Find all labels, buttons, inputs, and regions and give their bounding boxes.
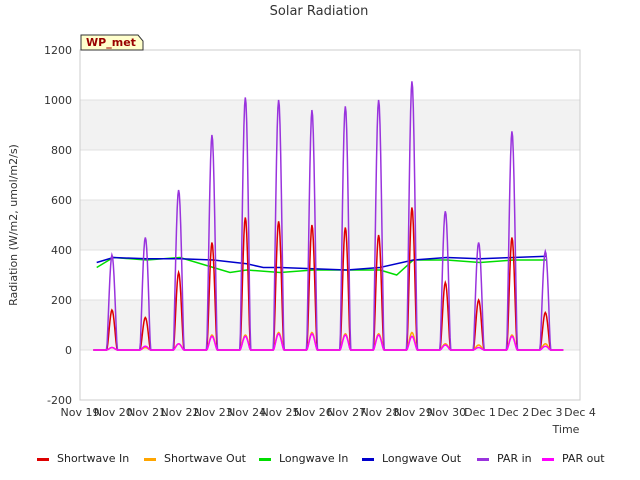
plot-background-bands <box>80 50 580 400</box>
legend-label: Shortwave Out <box>164 452 246 465</box>
x-tick-label: Nov 26 <box>294 406 333 419</box>
legend-item-par-out: PAR out <box>542 452 605 465</box>
y-axis-label: Radiation (W/m2, umol/m2/s) <box>7 144 20 306</box>
legend-item-longwave-out: Longwave Out <box>362 452 461 465</box>
site-badge-label: WP_met <box>86 36 136 49</box>
x-axis-label: Time <box>552 423 580 436</box>
legend-label: Longwave In <box>279 452 349 465</box>
x-tick-label: Nov 20 <box>94 406 133 419</box>
x-tick-label: Dec 2 <box>497 406 529 419</box>
background-band <box>80 200 580 250</box>
legend-swatch <box>477 457 489 461</box>
background-band <box>80 350 580 400</box>
series-line-longwave-out <box>96 255 547 271</box>
legend-label: Longwave Out <box>382 452 462 465</box>
y-tick-label: -200 <box>47 394 72 407</box>
x-tick-label: Nov 22 <box>161 406 200 419</box>
legend-swatch <box>37 457 49 461</box>
y-tick-label: 0 <box>65 344 72 357</box>
legend: Shortwave In Shortwave Out Longwave In L… <box>0 452 640 470</box>
series-line-par-out <box>93 332 564 351</box>
legend-item-par-in: PAR in <box>477 452 532 465</box>
chart-title: Solar Radiation <box>270 4 369 19</box>
x-tick-label: Nov 19 <box>61 406 100 419</box>
site-badge: WP_met <box>80 34 144 51</box>
background-band <box>80 50 580 100</box>
y-tick-label: 600 <box>51 194 72 207</box>
x-tick-label: Nov 25 <box>261 406 300 419</box>
legend-swatch <box>362 457 374 461</box>
x-tick-label: Nov 23 <box>194 406 233 419</box>
series-lines <box>93 81 564 351</box>
background-band <box>80 150 580 200</box>
background-band <box>80 300 580 350</box>
y-tick-label: 200 <box>51 294 72 307</box>
plot-frame <box>79 49 581 401</box>
legend-swatch <box>259 457 271 461</box>
legend-item-shortwave-out: Shortwave Out <box>144 452 246 465</box>
y-tick-label: 1000 <box>44 94 72 107</box>
y-tick-label: 400 <box>51 244 72 257</box>
x-tick-label: Dec 1 <box>464 406 496 419</box>
legend-swatch <box>542 457 554 461</box>
background-band <box>80 100 580 150</box>
legend-swatch <box>144 457 156 461</box>
legend-label: PAR in <box>497 452 532 465</box>
x-tick-label: Nov 24 <box>227 406 266 419</box>
x-tick-label: Nov 29 <box>394 406 433 419</box>
x-tick-label: Nov 28 <box>361 406 400 419</box>
y-tick-labels: -200 0 200 400 600 800 1000 1200 <box>44 44 72 407</box>
legend-item-shortwave-in: Shortwave In <box>37 452 129 465</box>
y-tick-label: 1200 <box>44 44 72 57</box>
legend-item-longwave-in: Longwave In <box>259 452 348 465</box>
x-tick-label: Dec 3 <box>531 406 563 419</box>
x-tick-label: Nov 21 <box>127 406 166 419</box>
x-tick-label: Nov 30 <box>427 406 466 419</box>
legend-label: PAR out <box>562 452 605 465</box>
y-tick-label: 800 <box>51 144 72 157</box>
x-tick-label: Nov 27 <box>327 406 366 419</box>
x-tick-label: Dec 4 <box>564 406 596 419</box>
legend-label: Shortwave In <box>57 452 130 465</box>
